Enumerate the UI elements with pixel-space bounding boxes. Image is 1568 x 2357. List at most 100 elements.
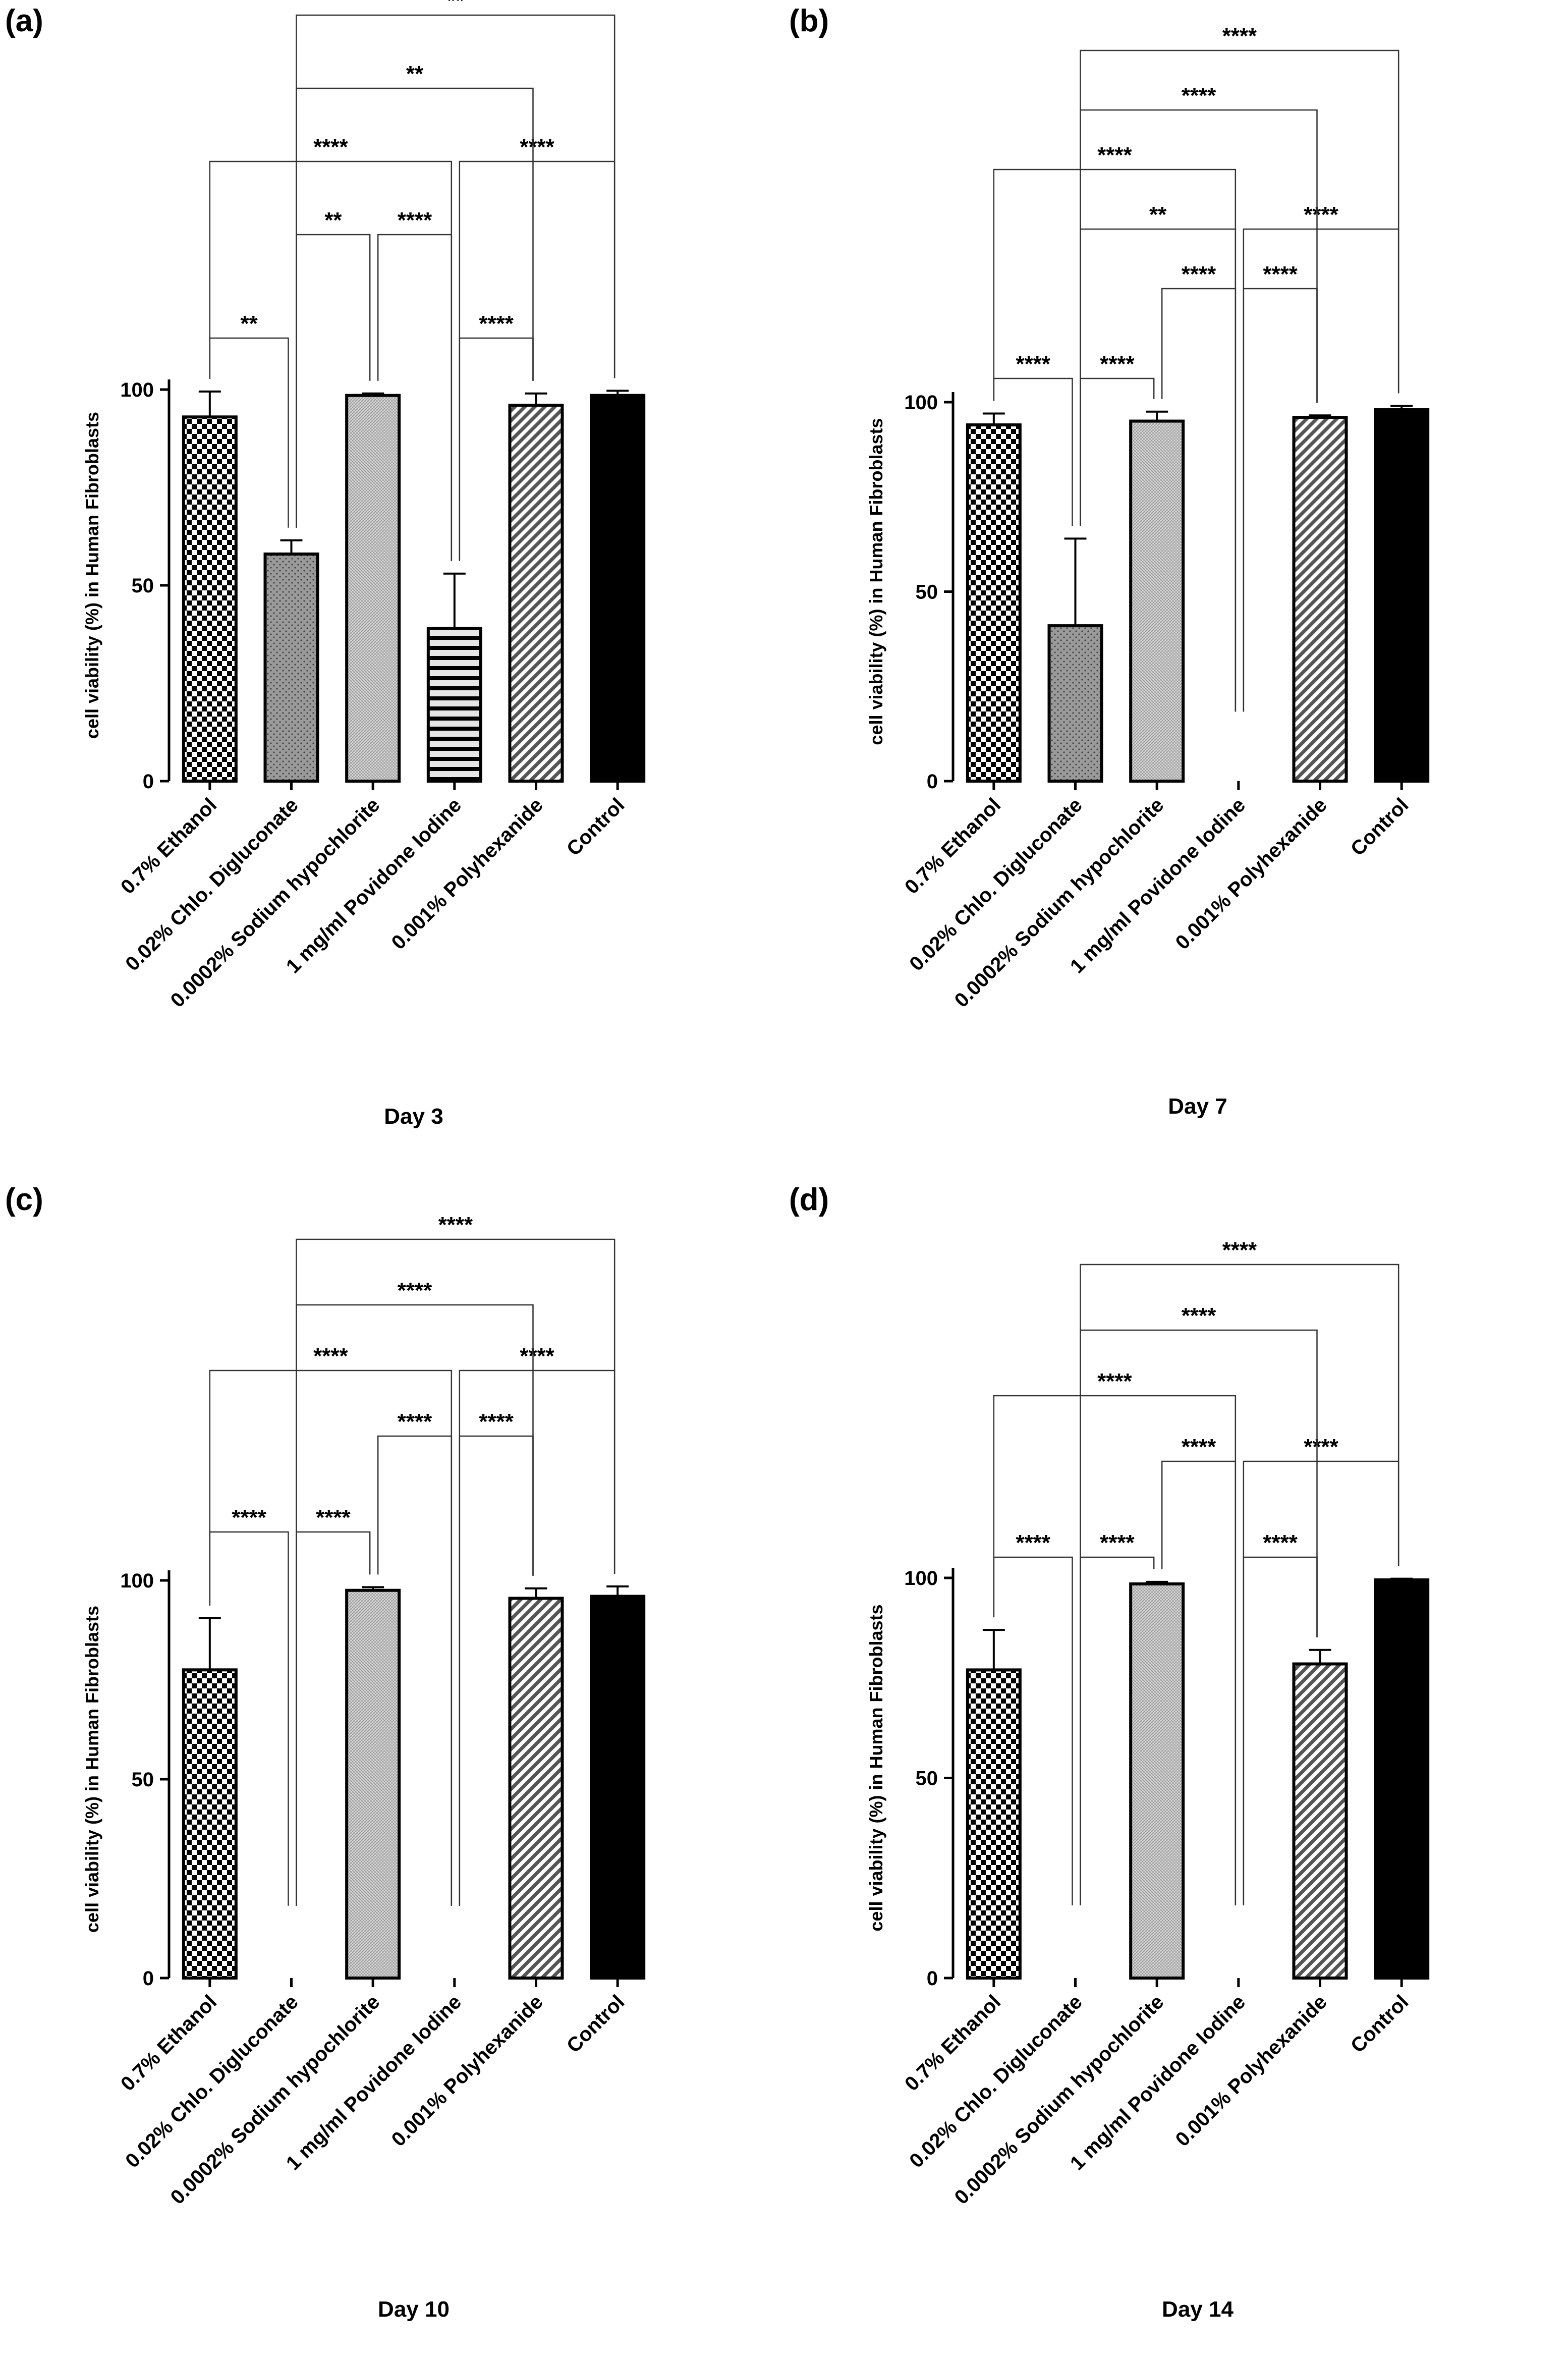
- bar: [1292, 1662, 1348, 1980]
- significance-bracket: [296, 14, 615, 528]
- significance-label: ****: [398, 1278, 432, 1303]
- day-label: Day 14: [1162, 2297, 1234, 2322]
- bar: [345, 1588, 401, 1980]
- chart-svg: 0 50 100 cell viability (%) in Human Fibrob…: [82, 1213, 646, 2209]
- bar: [426, 627, 482, 783]
- y-axis-title: cell viability (%) in Human Fibroblasts: [82, 412, 102, 739]
- day-label: Day 7: [1168, 1094, 1227, 1119]
- bar: [263, 552, 319, 783]
- significance-bracket: [993, 169, 1237, 712]
- y-tick-label: 100: [120, 1570, 154, 1592]
- significance-label: ****: [1097, 1369, 1132, 1394]
- panel-label: (d): [789, 1182, 829, 1217]
- significance-label: ****: [398, 1409, 432, 1434]
- significance-bracket: [209, 160, 453, 561]
- significance-label: ****: [398, 208, 432, 233]
- panel-label: (a): [5, 4, 43, 38]
- bar: [1374, 1578, 1430, 1980]
- y-tick-label: 50: [916, 581, 938, 604]
- significance-label: ****: [1182, 1303, 1216, 1328]
- significance-label: ****: [479, 311, 514, 336]
- y-tick-label: 50: [916, 1768, 938, 1790]
- bar: [1047, 624, 1103, 783]
- chart-svg: 0 50 100 cell viability (%) in Human Fibrob…: [82, 0, 646, 1012]
- bar: [966, 1668, 1022, 1980]
- x-tick-label: 0.02% Chlo. Digluconate: [905, 794, 1087, 975]
- significance-label: ****: [1263, 1530, 1298, 1555]
- significance-label: ****: [1304, 1435, 1338, 1459]
- y-axis-title: cell viability (%) in Human Fibroblasts: [82, 1606, 102, 1933]
- significance-bracket: [296, 1304, 534, 1906]
- y-tick-label: 100: [904, 1567, 938, 1589]
- significance-label: ****: [316, 1505, 351, 1530]
- significance-label: ****: [1263, 262, 1298, 287]
- significance-label: ****: [1222, 1238, 1257, 1263]
- significance-label: **: [447, 0, 465, 13]
- y-tick-label: 100: [904, 392, 938, 414]
- y-tick-label: 50: [132, 1769, 154, 1791]
- x-tick-label: 0.001% Polyhexanide: [387, 1991, 547, 2151]
- significance-bracket: [1080, 1329, 1318, 1906]
- significance-label: ****: [1182, 1435, 1216, 1459]
- significance-label: **: [324, 208, 342, 233]
- bar: [1374, 408, 1430, 783]
- significance-bracket: [209, 1369, 453, 1906]
- significance-bracket: [296, 1238, 615, 1906]
- day-label: Day 3: [384, 1104, 443, 1129]
- bar: [1129, 419, 1185, 783]
- significance-label: ****: [313, 135, 348, 159]
- x-tick-label: 0.001% Polyhexanide: [1171, 1991, 1331, 2151]
- x-tick-label: 0.02% Chlo. Digluconate: [905, 1991, 1087, 2172]
- chart-panel-d: (d) 0 50 100 cell viability (%) in Human Fi…: [784, 1179, 1568, 2357]
- y-axis-title: cell viability (%) in Human Fibroblasts: [866, 1604, 886, 1931]
- day-label: Day 10: [378, 2297, 450, 2322]
- x-tick-label: Control: [1347, 794, 1413, 860]
- x-tick-label: 0.02% Chlo. Digluconate: [121, 794, 303, 975]
- chart-svg: 0 50 100 cell viability (%) in Human Fibrob…: [866, 24, 1430, 1012]
- significance-label: ****: [1222, 24, 1257, 48]
- bar: [1292, 416, 1348, 783]
- bar: [508, 404, 564, 783]
- significance-label: ****: [1304, 202, 1338, 227]
- y-tick-label: 50: [132, 575, 154, 597]
- significance-label: ****: [313, 1344, 348, 1368]
- significance-bracket: [993, 1395, 1237, 1906]
- chart-panel-c: (c) 0 50 100 cell viability (%) in Human Fi…: [0, 1179, 784, 2357]
- bar: [590, 1595, 646, 1980]
- significance-bracket: [1080, 109, 1318, 526]
- x-tick-label: 1 mg/ml Povidone Iodine: [1066, 794, 1250, 977]
- y-tick-label: 100: [120, 379, 154, 401]
- x-tick-label: 0.02% Chlo. Digluconate: [121, 1991, 303, 2172]
- significance-label: ****: [520, 1344, 554, 1368]
- y-tick-label: 0: [143, 1967, 154, 1990]
- chart-panel-a: (a) 0 50 100 cell viability (%) in Human Fi…: [0, 0, 784, 1178]
- significance-bracket: [1080, 1264, 1399, 1906]
- bar: [508, 1597, 564, 1980]
- x-tick-label: 1 mg/ml Povidone Iodine: [282, 794, 466, 977]
- significance-label: ****: [1097, 143, 1132, 168]
- x-tick-label: Control: [1347, 1991, 1413, 2057]
- x-tick-label: Control: [563, 1991, 629, 2057]
- significance-label: ****: [1182, 83, 1216, 108]
- significance-label: ****: [520, 135, 554, 159]
- chart-svg: 0 50 100 cell viability (%) in Human Fibrob…: [866, 1238, 1430, 2209]
- significance-label: ****: [1016, 352, 1050, 376]
- bar: [966, 423, 1022, 783]
- x-tick-label: 0.001% Polyhexanide: [1171, 794, 1331, 954]
- bar: [345, 394, 401, 783]
- x-tick-label: 1 mg/ml Povidone Iodine: [1066, 1991, 1250, 2174]
- y-axis-title: cell viability (%) in Human Fibroblasts: [866, 418, 886, 745]
- chart-panel-b: (b) 0 50 100 cell viability (%) in Human Fi…: [784, 0, 1568, 1178]
- x-tick-label: 0.001% Polyhexanide: [387, 794, 547, 954]
- significance-label: **: [1149, 202, 1167, 227]
- significance-label: ****: [479, 1409, 514, 1434]
- significance-label: ****: [1182, 262, 1216, 287]
- bar: [182, 1668, 238, 1980]
- panel-label: (c): [5, 1182, 43, 1217]
- bar: [1129, 1582, 1185, 1980]
- x-tick-label: Control: [563, 794, 629, 860]
- panel-label: (b): [789, 4, 829, 38]
- y-tick-label: 0: [927, 1967, 938, 1990]
- significance-label: ****: [1016, 1530, 1050, 1555]
- bar: [590, 394, 646, 783]
